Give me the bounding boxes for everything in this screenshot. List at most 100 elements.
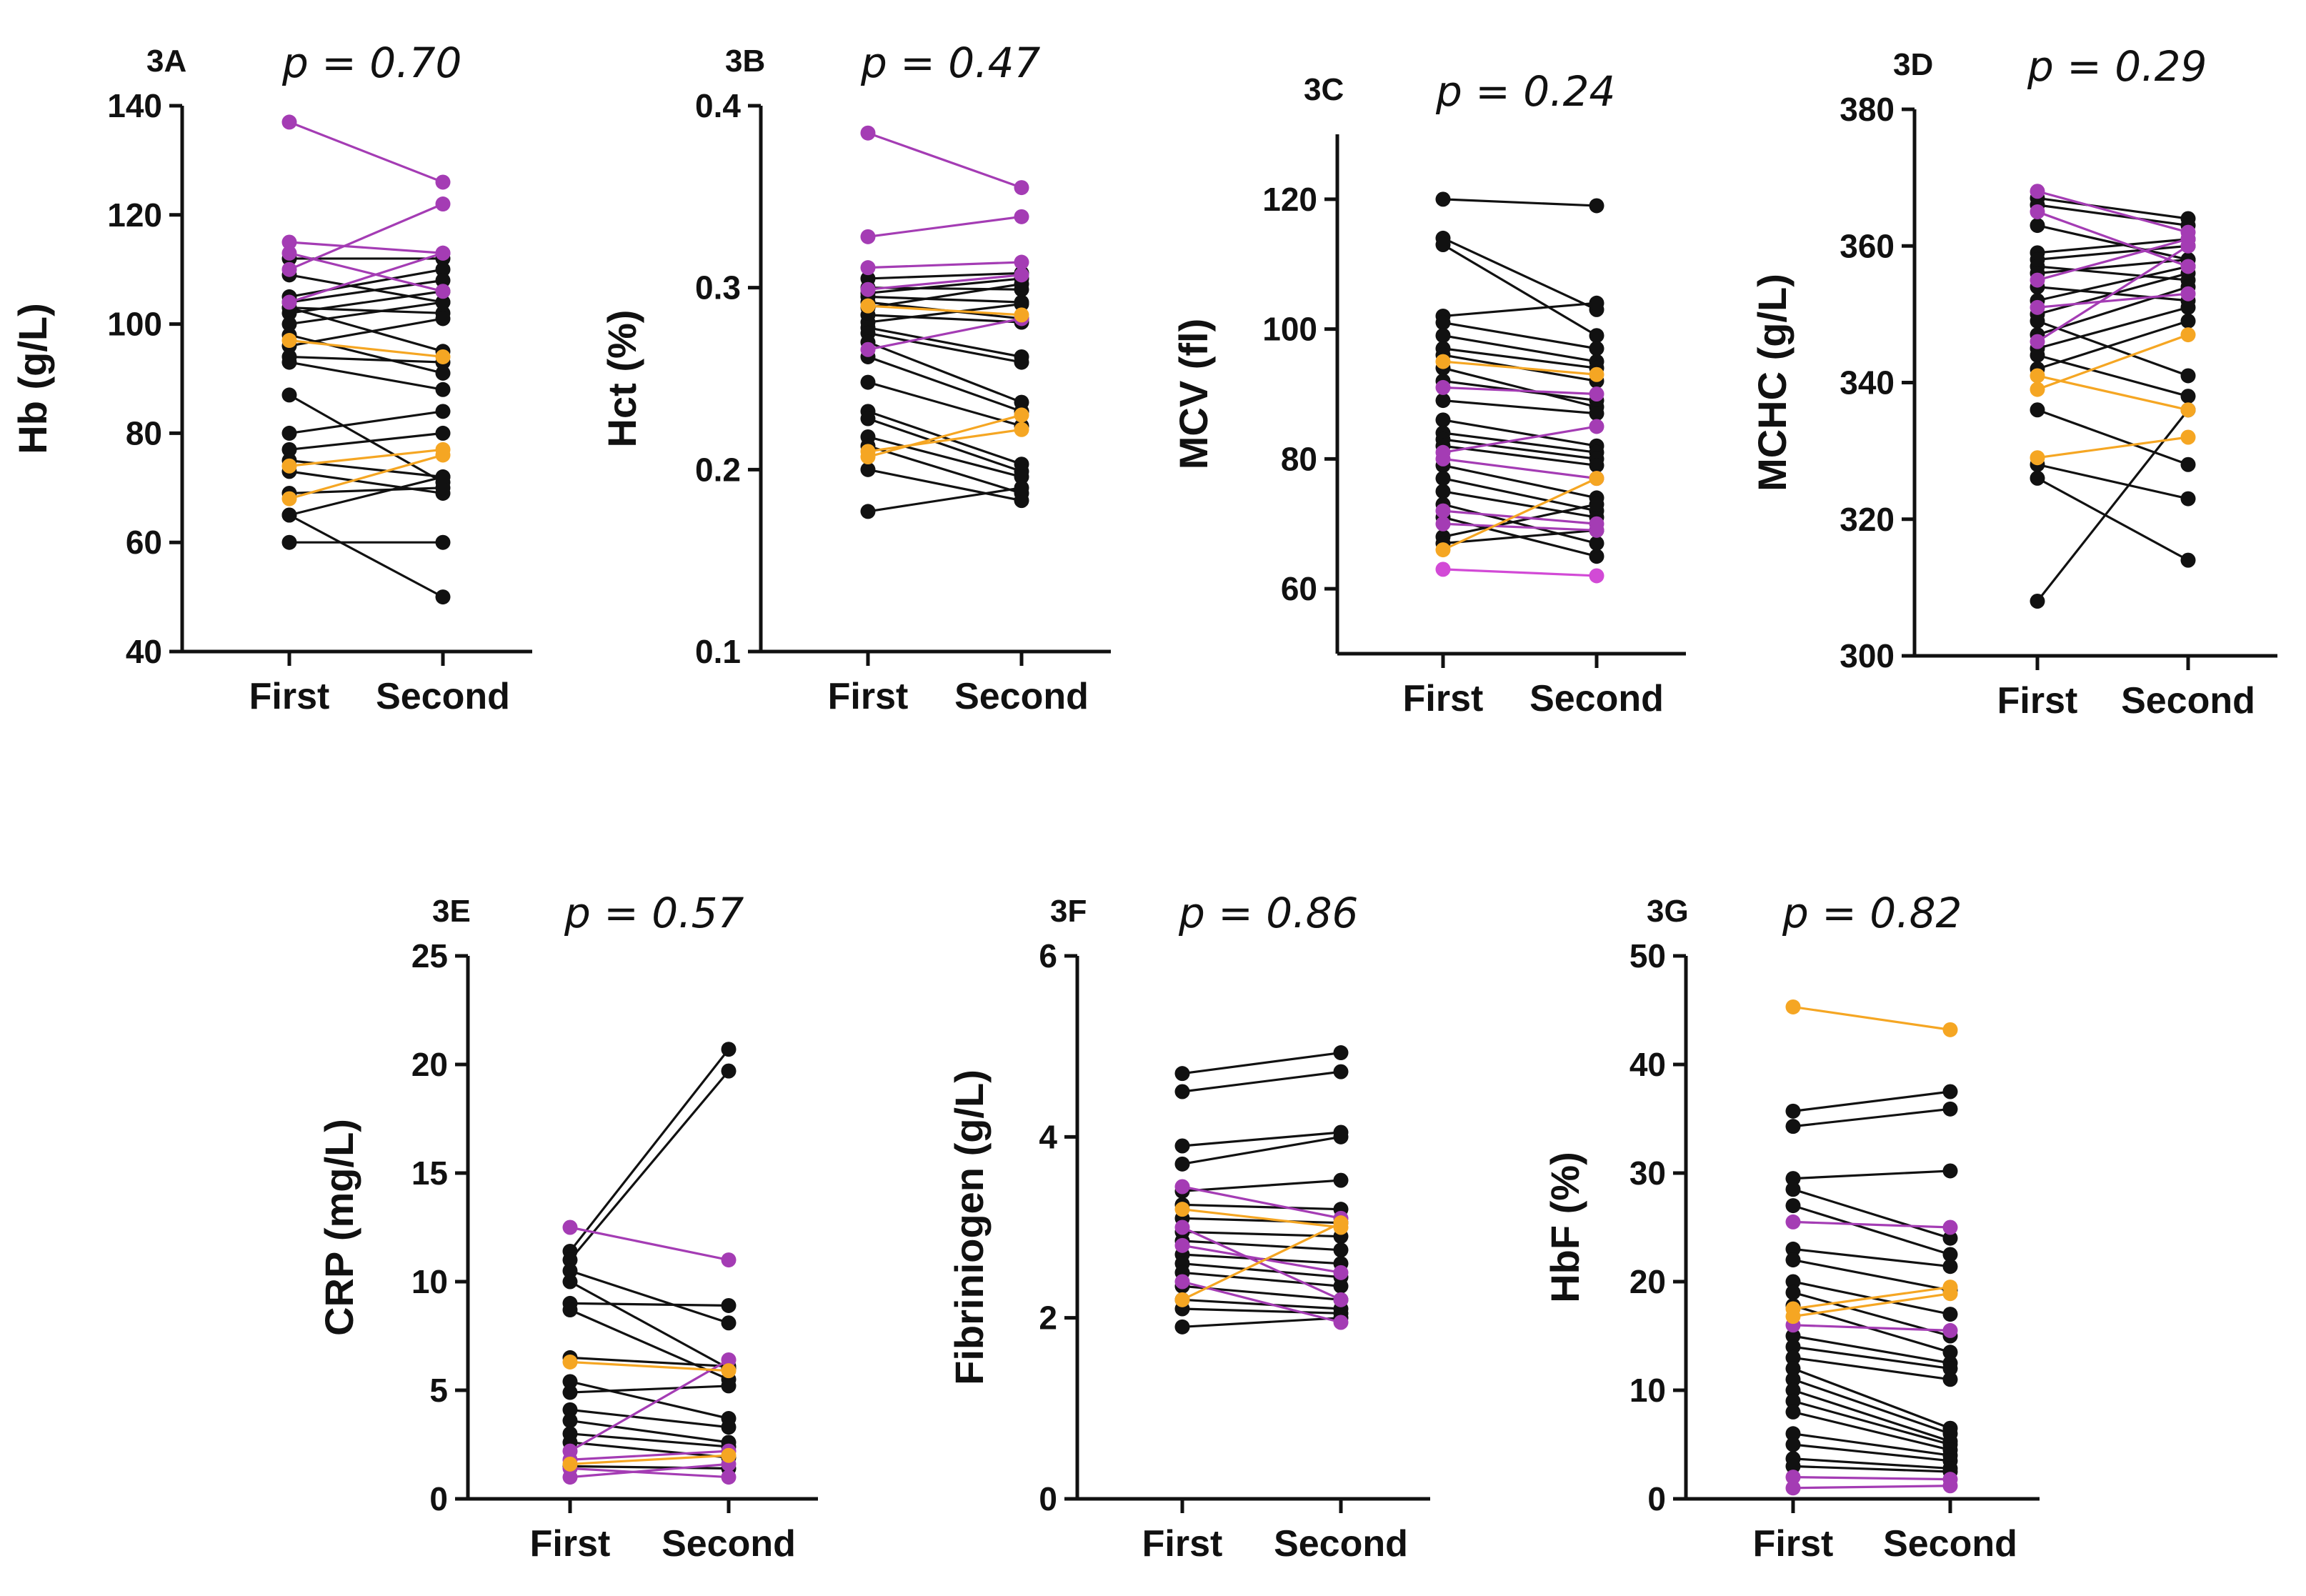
y-tick-label: 20 [1629, 1263, 1666, 1300]
data-point-second [1942, 1163, 1958, 1179]
series-segment [289, 454, 444, 500]
data-point-second [1589, 406, 1604, 422]
data-point-second [1014, 469, 1029, 485]
y-axis-label: Hct (%) [599, 310, 644, 448]
series-line [281, 196, 451, 277]
y-tick-label: 60 [126, 524, 162, 561]
data-point-first [1435, 451, 1451, 467]
p-value: p = 0.70 [281, 39, 461, 87]
series-line [1785, 1163, 1958, 1187]
series-segment [867, 331, 1022, 364]
data-point-second [1589, 568, 1604, 584]
data-point-first [1435, 471, 1451, 487]
series-line [2030, 184, 2196, 240]
series-segment [2037, 477, 2189, 562]
data-point-first [281, 491, 297, 507]
data-point-first [2030, 402, 2045, 418]
data-point-second [435, 284, 451, 299]
x-tick-label: First [1142, 1523, 1223, 1565]
data-point-second [1014, 493, 1029, 509]
series-line [562, 1354, 737, 1379]
series-segment [1442, 301, 1597, 318]
data-point-second [721, 1363, 737, 1379]
series-line [1435, 191, 1604, 214]
series-segment [1442, 438, 1597, 460]
x-tick-label: First [1403, 678, 1484, 719]
series-segment [1442, 509, 1597, 525]
data-point-second [1014, 254, 1029, 270]
data-point-second [1942, 1220, 1958, 1235]
series-segment [569, 1419, 729, 1444]
series-line [1174, 1129, 1349, 1172]
data-point-second [435, 272, 451, 288]
series-group [281, 114, 451, 605]
data-point-second [435, 365, 451, 381]
data-point-second [1333, 1315, 1349, 1330]
series-line [1435, 236, 1604, 344]
data-point-second [2180, 552, 2196, 568]
x-tick-label: Second [1529, 678, 1664, 719]
data-point-second [2180, 429, 2196, 445]
panel-3a: 3A p = 0.70 40 60 80 100 120 140 First Second Hb (… [10, 39, 532, 717]
series-line [1785, 999, 1958, 1037]
series-line [1435, 484, 1604, 525]
x-tick-label: Second [662, 1523, 796, 1565]
series-line [1435, 516, 1604, 538]
y-tick-label: 360 [1840, 227, 1895, 264]
series-segment [1442, 425, 1597, 454]
series-line [860, 404, 1029, 472]
series-segment [1442, 490, 1597, 519]
data-point-second [1014, 480, 1029, 496]
data-point-second [721, 1352, 737, 1367]
data-point-first [281, 114, 297, 130]
data-point-second [1333, 1045, 1349, 1061]
series-segment [1182, 1262, 1342, 1279]
x-tick-label: Second [376, 676, 510, 717]
data-point-first [860, 298, 876, 314]
data-point-first [1174, 1319, 1190, 1335]
y-tick-label: 0.4 [695, 87, 741, 124]
x-tick-label: Second [954, 676, 1089, 717]
series-line [1174, 1215, 1349, 1307]
x-tick-label: First [249, 676, 330, 717]
data-point-second [1942, 1478, 1958, 1494]
p-value: p = 0.29 [2027, 42, 2207, 91]
data-point-second [435, 196, 451, 212]
series-line [562, 1063, 737, 1268]
series-segment [569, 1226, 729, 1262]
series-line [2030, 429, 2196, 466]
data-point-first [2030, 313, 2045, 329]
series-segment [569, 1380, 729, 1420]
series-segment [867, 317, 1022, 351]
data-point-first [1174, 1179, 1190, 1194]
series-segment [1182, 1317, 1342, 1328]
series-line [562, 1402, 737, 1435]
y-tick-label: 380 [1840, 91, 1895, 128]
series-line [860, 125, 1029, 196]
series-segment [1792, 1432, 1951, 1457]
data-point-second [1589, 471, 1604, 487]
series-segment [1182, 1070, 1342, 1093]
data-point-second [1014, 407, 1029, 423]
x-tick-label: First [1753, 1523, 1834, 1565]
series-line [860, 267, 1029, 297]
series-group [1785, 999, 1958, 1496]
data-point-first [2030, 470, 2045, 486]
data-point-second [1589, 198, 1604, 214]
series-line [1785, 1350, 1958, 1387]
series-segment [289, 306, 444, 353]
data-point-first [281, 354, 297, 370]
series-segment [1792, 1485, 1951, 1490]
panel-3b: 3B p = 0.47 0.1 0.2 0.3 0.4 First Second Hct (%) [599, 39, 1111, 717]
data-point-first [860, 504, 876, 519]
data-point-second [1589, 295, 1604, 311]
series-segment [1792, 1443, 1951, 1462]
data-point-second [1942, 1230, 1958, 1246]
series-segment [1792, 1476, 1951, 1481]
data-point-first [1435, 236, 1451, 252]
series-line [2030, 347, 2196, 404]
series-segment [1182, 1244, 1342, 1274]
series-segment [867, 444, 1022, 494]
data-point-second [2180, 313, 2196, 329]
data-point-second [1589, 522, 1604, 538]
